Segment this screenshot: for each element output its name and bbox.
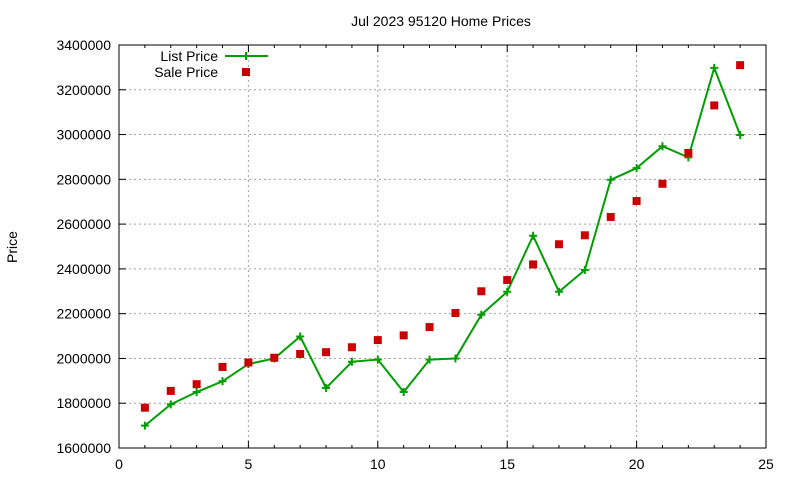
list-price-point — [347, 357, 356, 366]
grid-layer — [119, 45, 766, 448]
sale-price-point — [554, 240, 563, 249]
y-axis-label: Price — [4, 231, 20, 263]
list-price-point — [425, 355, 434, 364]
x-tick-label: 15 — [499, 456, 515, 472]
list-price-point — [736, 131, 745, 140]
list-price-point — [218, 377, 227, 386]
sale-price-point — [373, 336, 382, 345]
sale-price-point — [632, 197, 641, 206]
list-price-point — [296, 332, 305, 341]
y-tick-label: 3400000 — [56, 37, 111, 53]
y-tick-label: 2000000 — [56, 350, 111, 366]
series-list-price — [140, 63, 745, 430]
y-tick-label: 1600000 — [56, 440, 111, 456]
x-tick-label: 25 — [758, 456, 774, 472]
legend-label-list-price: List Price — [160, 48, 218, 64]
sale-price-point — [140, 403, 149, 412]
sale-price-point — [347, 343, 356, 352]
sale-price-point — [658, 179, 667, 188]
y-tick-label: 2200000 — [56, 306, 111, 322]
sale-price-point — [529, 260, 538, 269]
sale-price-point — [736, 61, 745, 70]
sale-price-point — [244, 358, 253, 367]
sale-price-point — [322, 348, 331, 357]
list-price-point — [192, 388, 201, 397]
y-tick-label: 2600000 — [56, 216, 111, 232]
sale-price-point — [192, 380, 201, 389]
list-price-point — [632, 164, 641, 173]
y-tick-label: 3000000 — [56, 127, 111, 143]
sale-price-point — [477, 287, 486, 296]
series-sale-price — [140, 61, 745, 412]
list-price-point — [606, 175, 615, 184]
list-price-point — [140, 421, 149, 430]
ticks-layer: 0 5 10 15 20 25 1600000 1800000 2000000 2200000 24… — [56, 37, 774, 472]
list-price-point — [373, 355, 382, 364]
sale-price-point — [503, 276, 512, 285]
sale-price-point — [580, 231, 589, 240]
list-price-point — [451, 354, 460, 363]
sale-price-point — [606, 212, 615, 221]
series-layer — [140, 61, 745, 430]
list-price-point — [503, 287, 512, 296]
list-price-point — [166, 400, 175, 409]
sale-price-point — [218, 362, 227, 371]
x-tick-label: 5 — [245, 456, 253, 472]
list-price-line — [144, 66, 742, 427]
chart-title: Jul 2023 95120 Home Prices — [351, 13, 531, 29]
list-price-point — [580, 266, 589, 275]
legend-marker-list-price — [242, 52, 250, 60]
y-tick-label: 2400000 — [56, 261, 111, 277]
sale-price-point — [399, 331, 408, 340]
x-tick-label: 10 — [370, 456, 386, 472]
legend-swatch-sale-price — [242, 68, 250, 76]
x-tick-label: 20 — [629, 456, 645, 472]
sale-price-point — [166, 386, 175, 395]
x-tick-label: 0 — [115, 456, 123, 472]
legend-label-sale-price: Sale Price — [154, 64, 218, 80]
sale-price-point — [270, 353, 279, 362]
sale-price-point — [710, 101, 719, 110]
y-tick-label: 3200000 — [56, 82, 111, 98]
sale-price-point — [296, 349, 305, 358]
y-tick-label: 2800000 — [56, 171, 111, 187]
plot-frame — [118, 44, 767, 449]
list-price-point — [322, 383, 331, 392]
list-price-point — [529, 231, 538, 240]
list-price-point — [710, 63, 719, 72]
list-price-point — [399, 388, 408, 397]
list-price-point — [554, 287, 563, 296]
y-tick-label: 1800000 — [56, 395, 111, 411]
sale-price-point — [451, 308, 460, 317]
sale-price-point — [425, 323, 434, 332]
list-price-point — [658, 142, 667, 151]
sale-price-point — [684, 148, 693, 157]
list-price-point — [477, 310, 486, 319]
